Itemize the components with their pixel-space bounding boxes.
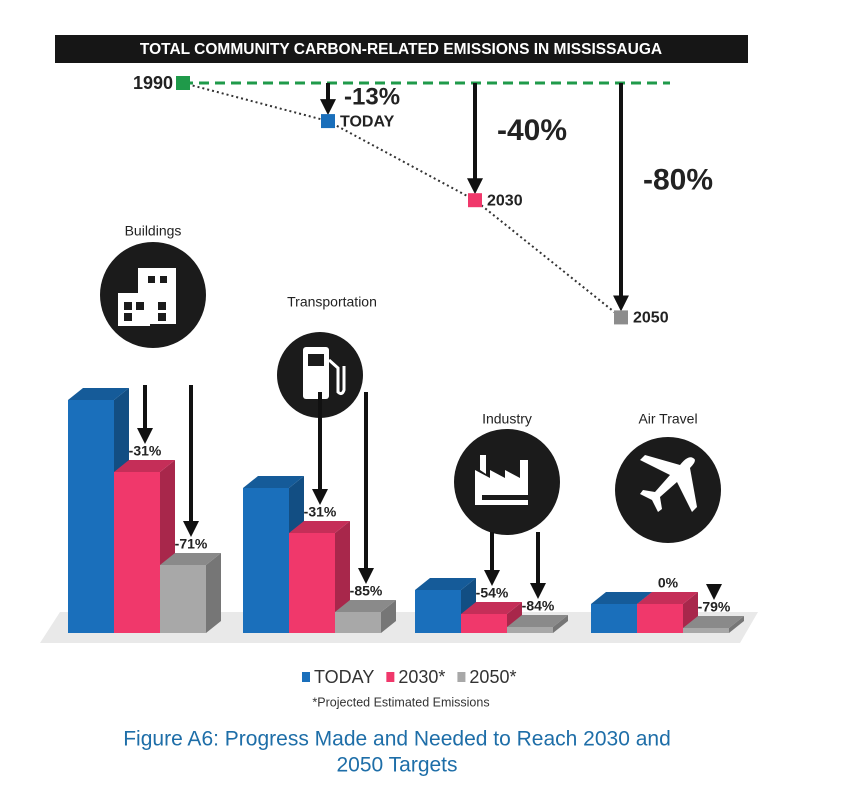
change-label: -84% xyxy=(522,598,555,614)
timeline-point xyxy=(176,76,190,90)
icon-buildings xyxy=(100,242,206,348)
bar-top xyxy=(461,602,522,614)
bar xyxy=(68,400,114,633)
bar-side xyxy=(381,600,396,633)
timeline-label: 2030 xyxy=(487,192,523,209)
bar xyxy=(289,533,335,633)
category-label: Air Travel xyxy=(638,411,697,427)
bar xyxy=(335,612,381,633)
change-label: -80% xyxy=(643,163,713,196)
bar-side xyxy=(729,616,744,633)
bar-top xyxy=(415,578,476,590)
bar xyxy=(243,488,289,633)
legend-swatch xyxy=(302,672,310,682)
category-label: Buildings xyxy=(125,223,182,239)
category-label: Transportation xyxy=(287,294,377,310)
chart-title: TOTAL COMMUNITY CARBON-RELATED EMISSIONS… xyxy=(140,41,662,58)
change-label: -31% xyxy=(304,504,337,520)
bar xyxy=(160,565,206,633)
bar-top xyxy=(637,592,698,604)
bar-top xyxy=(507,615,568,627)
bar xyxy=(461,614,507,633)
change-label: -40% xyxy=(497,114,567,147)
bar xyxy=(683,628,729,633)
timeline-label: 2050 xyxy=(633,310,669,327)
change-label: -71% xyxy=(175,536,208,552)
timeline-point xyxy=(468,193,482,208)
timeline-label: 1990 xyxy=(133,73,173,93)
bar xyxy=(114,472,160,633)
legend-label: 2030* xyxy=(398,667,445,687)
title-bar xyxy=(55,35,748,63)
bar-top xyxy=(160,553,221,565)
change-label: -54% xyxy=(476,585,509,601)
bar-top xyxy=(243,476,304,488)
timeline-label: TODAY xyxy=(340,113,395,130)
change-label: -13% xyxy=(344,83,400,110)
icon-transportation xyxy=(277,332,363,418)
timeline-point xyxy=(614,310,628,325)
trend-line xyxy=(182,82,622,319)
bar-top xyxy=(289,521,350,533)
caption-line: 2050 Targets xyxy=(336,754,457,777)
bar-side xyxy=(553,615,568,633)
legend-label: 2050* xyxy=(469,667,516,687)
change-label: -31% xyxy=(129,443,162,459)
bar-top xyxy=(114,460,175,472)
bar xyxy=(507,627,553,633)
change-label: -85% xyxy=(350,583,383,599)
bar-top xyxy=(683,616,744,628)
icon-air-travel xyxy=(615,437,721,543)
bar xyxy=(637,604,683,633)
legend-swatch xyxy=(386,672,395,682)
bar-top xyxy=(335,600,396,612)
legend-swatch xyxy=(457,672,466,682)
legend-label: TODAY xyxy=(314,667,374,687)
change-label: 0% xyxy=(658,575,679,591)
bar-top xyxy=(591,592,652,604)
icon-industry xyxy=(454,429,560,535)
note: *Projected Estimated Emissions xyxy=(312,695,489,709)
category-label: Industry xyxy=(482,411,532,427)
change-label: -79% xyxy=(698,599,731,615)
caption-line: Figure A6: Progress Made and Needed to R… xyxy=(123,728,671,751)
timeline-point xyxy=(321,114,335,129)
bar-top xyxy=(68,388,129,400)
bar xyxy=(591,604,637,633)
bar-side xyxy=(206,553,221,633)
bar xyxy=(415,590,461,633)
